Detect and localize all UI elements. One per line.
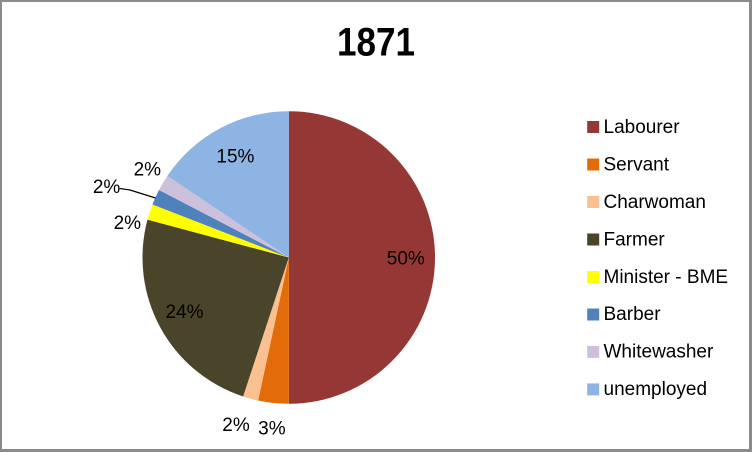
svg-text:Minister - BME: Minister - BME bbox=[604, 267, 729, 288]
svg-text:24%: 24% bbox=[165, 302, 203, 323]
svg-text:50%: 50% bbox=[387, 249, 425, 270]
svg-text:Labourer: Labourer bbox=[604, 117, 681, 138]
svg-text:2%: 2% bbox=[222, 415, 250, 436]
svg-text:3%: 3% bbox=[258, 419, 286, 440]
svg-text:Servant: Servant bbox=[604, 154, 670, 175]
svg-text:2%: 2% bbox=[93, 177, 121, 198]
svg-text:Farmer: Farmer bbox=[604, 229, 666, 250]
svg-text:15%: 15% bbox=[216, 147, 254, 168]
svg-text:2%: 2% bbox=[134, 159, 162, 180]
svg-text:1871: 1871 bbox=[337, 21, 415, 65]
svg-text:Whitewasher: Whitewasher bbox=[604, 342, 714, 363]
svg-text:Charwoman: Charwoman bbox=[604, 192, 706, 213]
svg-text:Barber: Barber bbox=[604, 304, 662, 325]
svg-text:unemployed: unemployed bbox=[604, 379, 708, 400]
svg-text:2%: 2% bbox=[114, 213, 142, 234]
